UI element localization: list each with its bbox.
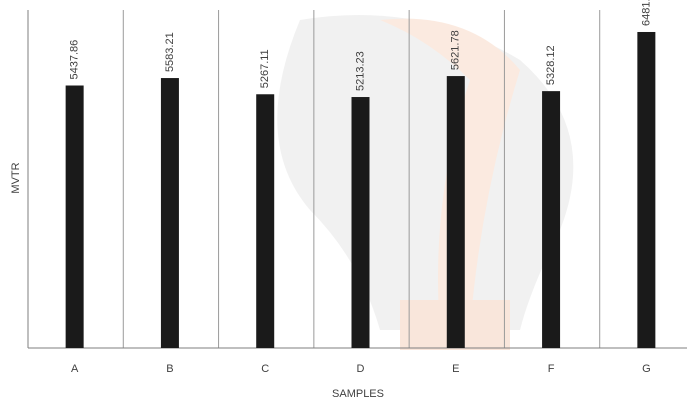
x-tick-label: D xyxy=(357,363,365,375)
data-label: 5328.12 xyxy=(545,45,557,85)
bar xyxy=(256,94,274,348)
chart: MVTR SAMPLES A 5437.86 B 5583.21 C 5267.11 D 52… xyxy=(0,0,687,405)
bar xyxy=(66,86,84,348)
bar xyxy=(447,76,465,348)
data-label: 5437.86 xyxy=(69,40,81,80)
y-axis-label: MVTR xyxy=(10,162,22,193)
x-tick-label: G xyxy=(642,363,651,375)
x-tick-label: B xyxy=(166,363,173,375)
watermark xyxy=(277,15,573,350)
bar xyxy=(352,97,370,348)
data-label: 5583.21 xyxy=(164,32,176,72)
x-tick-label: F xyxy=(548,363,555,375)
data-label: 5267.11 xyxy=(259,49,271,88)
data-label: 5213.23 xyxy=(354,51,366,91)
data-label: 6481.34 xyxy=(640,0,652,26)
bar xyxy=(161,78,179,348)
x-tick-label: E xyxy=(452,363,459,375)
x-tick-label: A xyxy=(71,363,79,375)
x-tick-label: C xyxy=(261,363,269,375)
bar xyxy=(542,91,560,348)
x-axis-label: SAMPLES xyxy=(332,388,384,400)
bar xyxy=(637,32,655,348)
data-label: 5621.78 xyxy=(450,30,462,70)
